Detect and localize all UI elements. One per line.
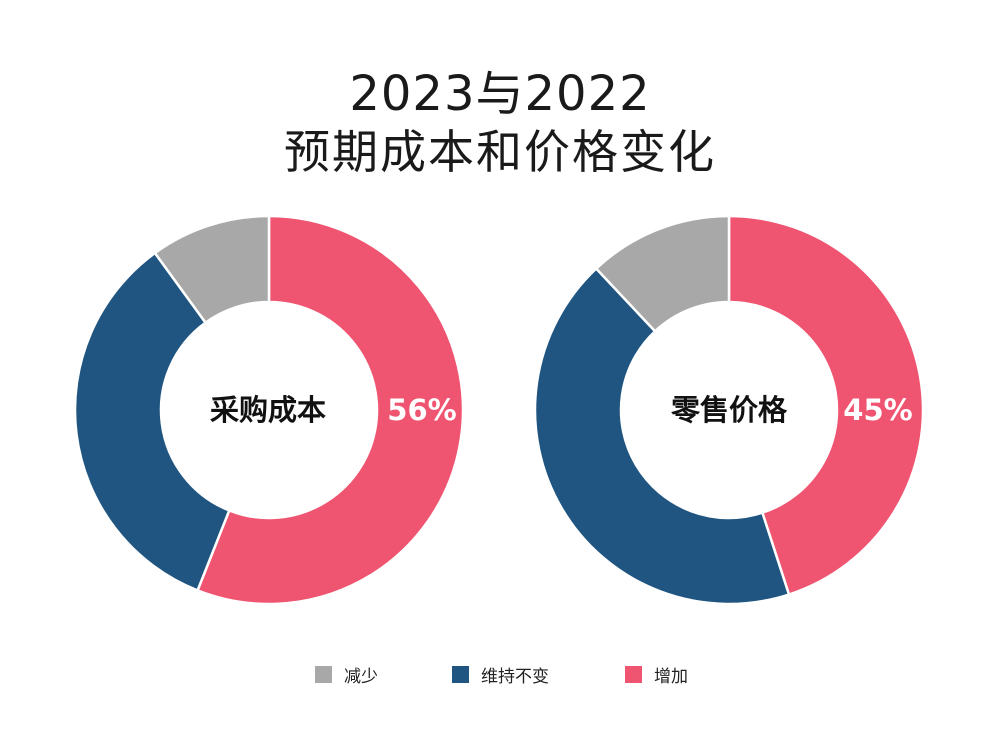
legend-swatch-decrease	[315, 666, 332, 683]
legend-swatch-unchanged	[452, 666, 469, 683]
donut-slice-decrease	[594, 214, 731, 334]
chart-title-line1: 2023与2022	[349, 66, 651, 122]
donut-slice-unchanged	[533, 266, 791, 606]
legend-swatch-increase	[625, 666, 642, 683]
donut-center-label: 零售价格	[671, 393, 788, 427]
donut-chart-retail-price: 零售价格 45%	[533, 214, 925, 606]
legend-label-decrease: 减少	[344, 667, 378, 687]
donut-slice-increase	[727, 214, 925, 597]
donut-chart-purchase-cost: 采购成本 56%	[73, 214, 465, 606]
donut-percent-label: 56%	[387, 393, 456, 427]
donut-slice-decrease	[153, 214, 271, 325]
legend: 减少 维持不变 增加	[0, 662, 1000, 688]
chart-title-line2: 预期成本和价格变化	[284, 125, 716, 179]
legend-item-increase: 增加	[625, 662, 688, 687]
donut-center-label: 采购成本	[210, 393, 326, 427]
legend-item-unchanged: 维持不变	[452, 662, 549, 687]
legend-label-increase: 增加	[654, 667, 688, 687]
donut-percent-label: 45%	[843, 393, 912, 427]
donut-slice-unchanged	[73, 251, 231, 593]
legend-item-decrease: 减少	[315, 662, 378, 687]
legend-label-unchanged: 维持不变	[481, 667, 549, 687]
donut-slice-increase	[195, 214, 465, 606]
